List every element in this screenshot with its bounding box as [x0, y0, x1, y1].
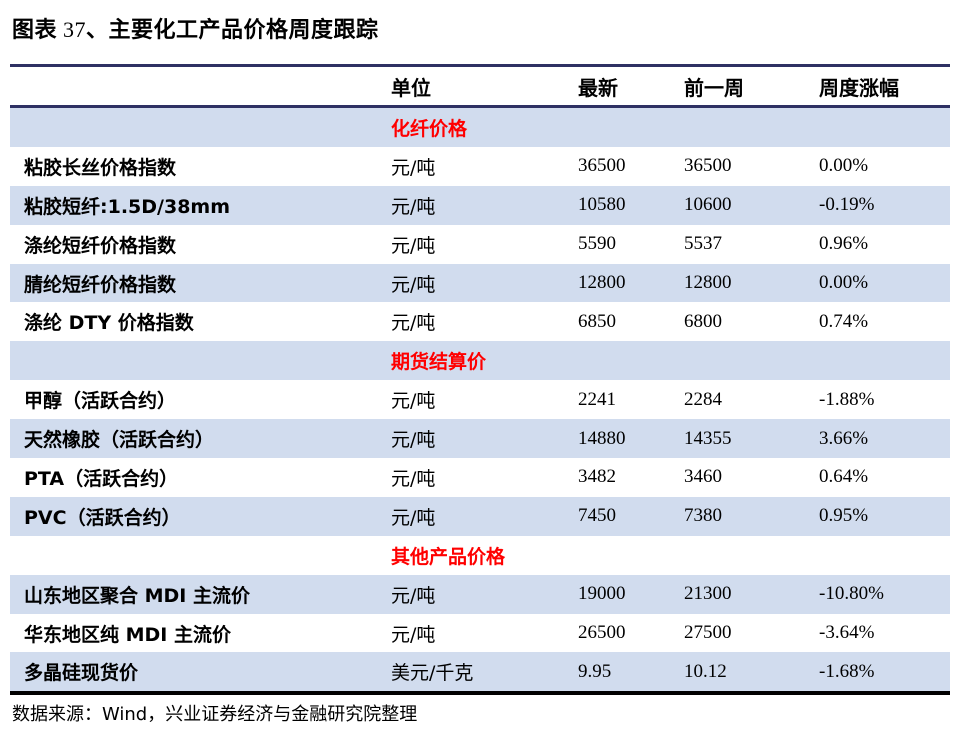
weekly-change: -3.64%: [819, 622, 875, 644]
weekly-change: -0.19%: [819, 194, 875, 216]
weekly-change: 0.00%: [819, 155, 869, 177]
section-header-fiber: 化纤价格: [10, 108, 950, 147]
header-prev-week: 前一周: [684, 75, 744, 100]
table-row: 涤纶 DTY 价格指数 元/吨 6850 6800 0.74%: [10, 302, 950, 341]
weekly-change: 0.00%: [819, 272, 869, 293]
table-row: 天然橡胶（活跃合约） 元/吨 14880 14355 3.66%: [10, 419, 950, 459]
latest-value: 12800: [578, 272, 626, 293]
prev-week-value: 27500: [684, 622, 732, 644]
unit: 元/吨: [391, 584, 436, 607]
prev-week-value: 5537: [684, 233, 722, 255]
prev-week-value: 10.12: [684, 660, 727, 682]
table-row: 涤纶短纤价格指数 元/吨 5590 5537 0.96%: [10, 225, 950, 264]
header-weekly-change: 周度涨幅: [819, 75, 899, 100]
table-row: 粘胶短纤:1.5D/38mm 元/吨 10580 10600 -0.19%: [10, 185, 950, 225]
product-name: 粘胶长丝价格指数: [24, 156, 177, 179]
latest-value: 10580: [578, 194, 626, 216]
product-name: 涤纶短纤价格指数: [24, 234, 177, 257]
weekly-change: 0.64%: [819, 466, 869, 488]
latest-value: 19000: [578, 583, 626, 605]
table-row: 山东地区聚合 MDI 主流价 元/吨 19000 21300 -10.80%: [10, 574, 950, 614]
bottom-rule: [10, 691, 950, 696]
weekly-change: -1.68%: [819, 660, 875, 682]
data-source-note: 数据来源：Wind，兴业证券经济与金融研究院整理: [12, 704, 418, 725]
title-prefix: 图表: [12, 18, 58, 43]
table-title: 图表 37、主要化工产品价格周度跟踪: [12, 12, 379, 44]
latest-value: 2241: [578, 388, 616, 410]
product-name: 涤纶 DTY 价格指数: [24, 312, 194, 335]
unit: 元/吨: [391, 312, 436, 335]
unit: 元/吨: [391, 623, 436, 646]
prev-week-value: 2284: [684, 388, 722, 410]
product-name: 甲醇（活跃合约）: [24, 390, 177, 413]
weekly-change: 0.95%: [819, 505, 869, 527]
unit: 元/吨: [391, 234, 436, 257]
prev-week-value: 21300: [684, 583, 732, 605]
latest-value: 5590: [578, 233, 616, 255]
unit: 美元/千克: [391, 662, 474, 685]
latest-value: 3482: [578, 466, 616, 488]
product-name: 腈纶短纤价格指数: [24, 273, 177, 296]
table-row: 甲醇（活跃合约） 元/吨 2241 2284 -1.88%: [10, 380, 950, 419]
prev-week-value: 14355: [684, 427, 732, 449]
section-label: 其他产品价格: [391, 545, 506, 568]
table-row: PTA（活跃合约） 元/吨 3482 3460 0.64%: [10, 458, 950, 497]
unit: 元/吨: [391, 273, 436, 296]
weekly-change: 0.96%: [819, 233, 869, 255]
section-header-other: 其他产品价格: [10, 536, 950, 575]
latest-value: 26500: [578, 622, 626, 644]
header-unit: 单位: [391, 75, 431, 100]
weekly-change: -1.88%: [819, 388, 875, 410]
weekly-change: -10.80%: [819, 583, 884, 605]
header-latest: 最新: [578, 75, 618, 100]
unit: 元/吨: [391, 195, 436, 218]
title-text: 、主要化工产品价格周度跟踪: [86, 18, 379, 43]
title-number: 37: [57, 17, 87, 42]
latest-value: 14880: [578, 427, 626, 449]
table-row: 腈纶短纤价格指数 元/吨 12800 12800 0.00%: [10, 263, 950, 303]
prev-week-value: 36500: [684, 155, 732, 177]
table-row: 华东地区纯 MDI 主流价 元/吨 26500 27500 -3.64%: [10, 614, 950, 653]
unit: 元/吨: [391, 390, 436, 413]
product-name: 粘胶短纤:1.5D/38mm: [24, 195, 231, 218]
product-name: 山东地区聚合 MDI 主流价: [24, 584, 250, 607]
latest-value: 9.95: [578, 660, 612, 682]
table-row: 多晶硅现货价 美元/千克 9.95 10.12 -1.68%: [10, 652, 950, 692]
product-name: 华东地区纯 MDI 主流价: [24, 623, 231, 646]
table-row: 粘胶长丝价格指数 元/吨 36500 36500 0.00%: [10, 147, 950, 186]
weekly-change: 3.66%: [819, 427, 869, 449]
table-header: 单位 最新 前一周 周度涨幅: [10, 67, 950, 105]
prev-week-value: 3460: [684, 466, 722, 488]
section-label: 期货结算价: [391, 351, 487, 374]
unit: 元/吨: [391, 429, 436, 452]
top-rule: [10, 64, 950, 67]
price-table: 单位 最新 前一周 周度涨幅 化纤价格 粘胶长丝价格指数 元/吨 36500 3…: [10, 64, 950, 696]
unit: 元/吨: [391, 506, 436, 529]
prev-week-value: 12800: [684, 272, 732, 293]
table-row: PVC（活跃合约） 元/吨 7450 7380 0.95%: [10, 496, 950, 536]
latest-value: 6850: [578, 310, 616, 332]
product-name: 多晶硅现货价: [24, 662, 139, 685]
product-name: PTA（活跃合约）: [24, 467, 179, 490]
product-name: PVC（活跃合约）: [24, 506, 181, 529]
product-name: 天然橡胶（活跃合约）: [24, 429, 215, 452]
prev-week-value: 10600: [684, 194, 732, 216]
unit: 元/吨: [391, 156, 436, 179]
prev-week-value: 6800: [684, 310, 722, 332]
unit: 元/吨: [391, 467, 436, 490]
section-label: 化纤价格: [391, 117, 468, 140]
header-rule: [10, 105, 950, 108]
latest-value: 7450: [578, 505, 616, 527]
section-header-futures: 期货结算价: [10, 341, 950, 381]
weekly-change: 0.74%: [819, 310, 869, 332]
latest-value: 36500: [578, 155, 626, 177]
prev-week-value: 7380: [684, 505, 722, 527]
